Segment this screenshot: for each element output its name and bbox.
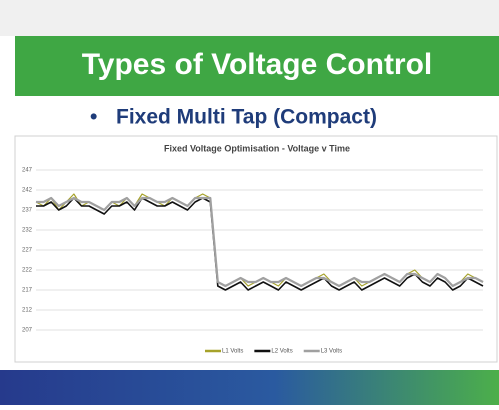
legend-label: L1 Volts: [222, 349, 243, 355]
series-line: [36, 196, 484, 288]
chart-frame: [14, 135, 498, 363]
y-tick-label: 232: [22, 228, 33, 234]
y-tick-label: 242: [22, 188, 33, 194]
bullet-text: Fixed Multi Tap (Compact): [116, 106, 377, 129]
y-tick-label: 237: [22, 208, 33, 214]
top-band: [0, 0, 499, 36]
chart-title: Fixed Voltage Optimisation - Voltage v T…: [164, 143, 350, 153]
legend-label: L3 Volts: [321, 349, 342, 355]
legend-label: L2 Volts: [271, 349, 292, 355]
y-tick-label: 247: [22, 168, 33, 174]
slide-title: Types of Voltage Control: [82, 48, 433, 81]
footer-band: [0, 370, 499, 405]
y-tick-label: 212: [22, 308, 33, 314]
bullet-dot: •: [90, 106, 97, 129]
y-tick-label: 222: [22, 268, 33, 274]
y-tick-label: 217: [22, 288, 33, 294]
series-line: [36, 197, 484, 291]
y-tick-label: 207: [22, 328, 33, 334]
y-tick-label: 227: [22, 248, 33, 254]
plot: 207 212 217 222 227 232 237 242 247 L1 Volts L2 Vo…: [22, 168, 484, 355]
title-band: [15, 36, 499, 96]
